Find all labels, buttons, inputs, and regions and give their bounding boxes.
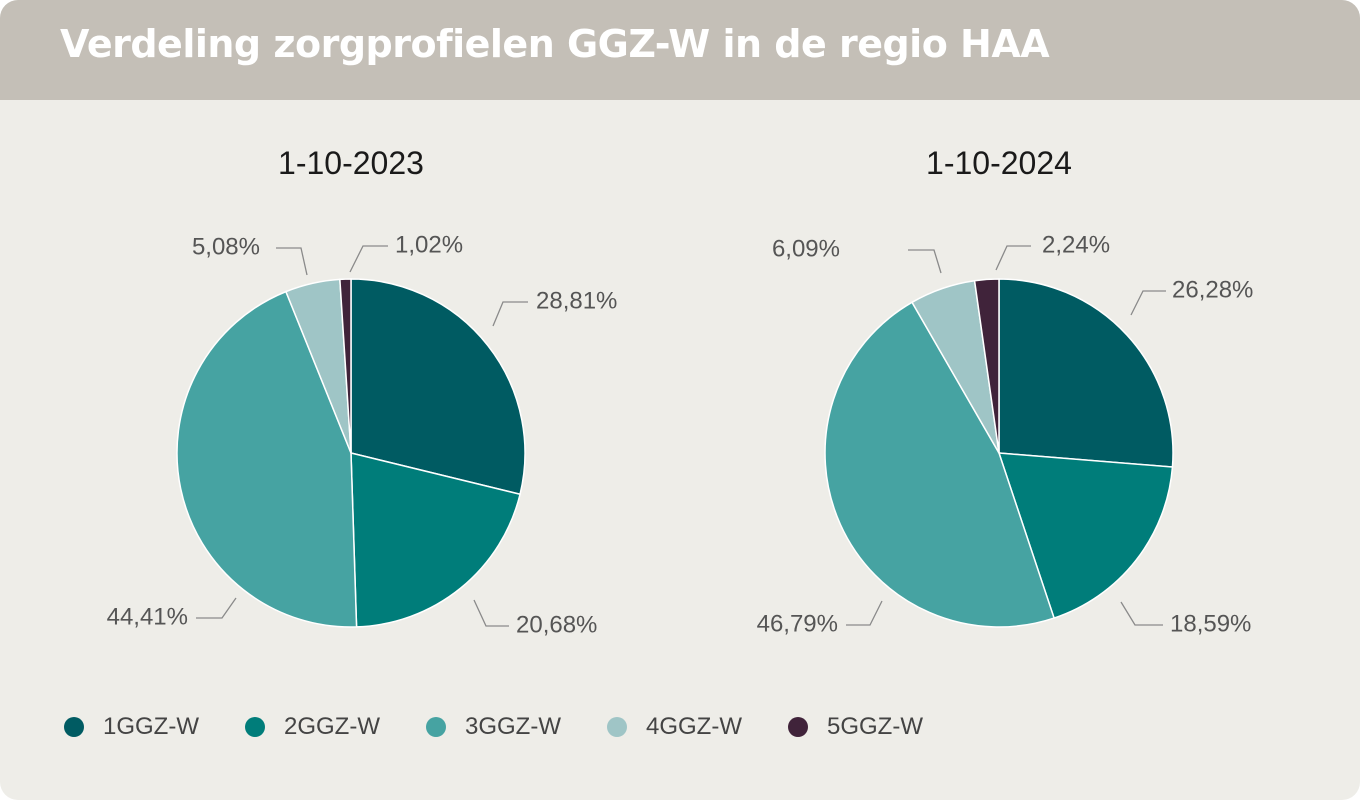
pie-title-2: 1-10-2024 [926, 145, 1072, 181]
leader-line-5ggz-w [995, 245, 1031, 271]
pie-slice-3ggz-w [824, 301, 1056, 628]
leader-line-3ggz-w [846, 600, 883, 626]
pie-slice-1ggz-w [350, 278, 526, 496]
data-label-3ggz-w: 44,41% [107, 603, 188, 630]
pie-slice-5ggz-w [339, 278, 352, 454]
legend-swatch-3ggz-w [426, 717, 446, 737]
pie-slice-2ggz-w [350, 452, 521, 628]
legend-item-2ggz-w: 2GGZ-W [245, 713, 380, 741]
leader-line-4ggz-w [908, 249, 942, 274]
legend-swatch-4ggz-w [607, 717, 627, 737]
leader-line-2ggz-w [473, 599, 509, 627]
data-label-3ggz-w: 46,79% [757, 610, 838, 637]
legend-label-5ggz-w: 5GGZ-W [827, 713, 923, 740]
pie-slice-2ggz-w [997, 452, 1174, 619]
legend: 1GGZ-W 2GGZ-W 3GGZ-W 4GGZ-W 5GGZ-W [64, 712, 969, 742]
legend-label-4ggz-w: 4GGZ-W [646, 713, 742, 740]
data-label-4ggz-w: 6,09% [772, 235, 840, 262]
leader-line-4ggz-w [276, 247, 308, 276]
legend-swatch-5ggz-w [788, 717, 808, 737]
legend-item-4ggz-w: 4GGZ-W [607, 713, 742, 741]
data-label-4ggz-w: 5,08% [192, 233, 260, 260]
data-label-2ggz-w: 20,68% [516, 611, 597, 638]
header-bar: Verdeling zorgprofielen GGZ-W in de regi… [0, 0, 1360, 100]
legend-swatch-1ggz-w [64, 717, 84, 737]
leader-line-1ggz-w [1130, 290, 1166, 316]
legend-item-5ggz-w: 5GGZ-W [788, 713, 923, 741]
data-label-2ggz-w: 18,59% [1170, 610, 1251, 637]
pie-title-1: 1-10-2023 [278, 145, 424, 181]
leader-line-2ggz-w [1120, 601, 1163, 626]
pie-slice-5ggz-w [973, 278, 1000, 454]
pie-chart-1: 1-10-2023 28,81% 20,68% 44,41% 5,08% 1,02% [107, 145, 618, 638]
pie-chart-2: 1-10-2024 26,28% 18,59% 46,79% 6,09% 2,24% [757, 145, 1254, 637]
data-label-1ggz-w: 26,28% [1172, 276, 1253, 303]
legend-label-2ggz-w: 2GGZ-W [284, 713, 380, 740]
pie-slice-1ggz-w [998, 278, 1174, 468]
legend-swatch-2ggz-w [245, 717, 265, 737]
legend-label-3ggz-w: 3GGZ-W [465, 713, 561, 740]
legend-label-1ggz-w: 1GGZ-W [103, 713, 199, 740]
pie-slice-3ggz-w [176, 290, 358, 628]
leader-line-3ggz-w [196, 597, 237, 619]
data-label-5ggz-w: 1,02% [395, 231, 463, 258]
data-label-1ggz-w: 28,81% [536, 287, 617, 314]
leader-line-5ggz-w [349, 245, 388, 273]
data-label-5ggz-w: 2,24% [1042, 231, 1110, 258]
legend-item-3ggz-w: 3GGZ-W [426, 713, 561, 741]
legend-item-1ggz-w: 1GGZ-W [64, 713, 199, 741]
page-title: Verdeling zorgprofielen GGZ-W in de regi… [60, 22, 1050, 66]
leader-line-1ggz-w [492, 301, 528, 327]
